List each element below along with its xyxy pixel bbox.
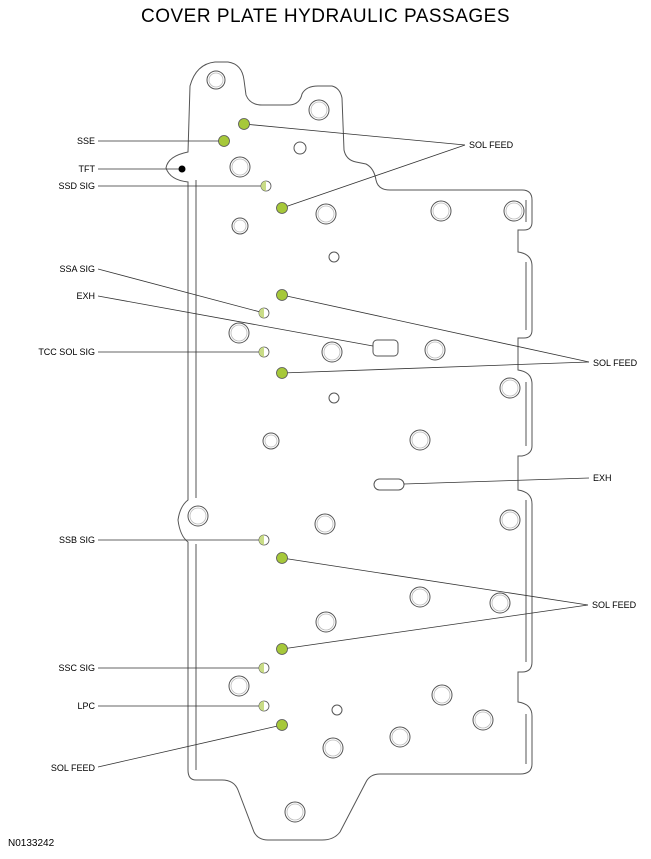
label-tcc-sol-sig: TCC SOL SIG (38, 347, 95, 357)
diagram-title: COVER PLATE HYDRAULIC PASSAGES (140, 6, 511, 27)
plate-holes (187, 70, 525, 823)
label-tft: TFT (79, 164, 96, 174)
label-ssc-sig: SSC SIG (58, 663, 95, 673)
exh-slot-square (372, 339, 399, 357)
cover-plate-inner-edge (195, 180, 527, 770)
figure-id: N0133242 (8, 838, 55, 849)
label-sol-feed-bottom: SOL FEED (51, 763, 96, 773)
sol-feed-passages (238, 118, 288, 731)
cover-plate-outline (165, 61, 533, 841)
label-ssb-sig: SSB SIG (59, 535, 95, 545)
signal-passages (258, 180, 272, 712)
label-ssa-sig: SSA SIG (59, 264, 95, 274)
leader-lines (97, 123, 590, 768)
label-sol-feed-1: SOL FEED (469, 140, 514, 150)
label-sol-feed-2: SOL FEED (593, 358, 638, 368)
label-ssd-sig: SSD SIG (58, 181, 95, 191)
sse-passage (218, 135, 230, 147)
label-sol-feed-3: SOL FEED (592, 600, 637, 610)
label-exh-right: EXH (593, 473, 612, 483)
tft-passage (178, 165, 186, 173)
label-sse: SSE (77, 136, 95, 146)
label-exh-left: EXH (76, 291, 95, 301)
label-lpc: LPC (77, 701, 95, 711)
exh-slot-oval (373, 478, 405, 491)
